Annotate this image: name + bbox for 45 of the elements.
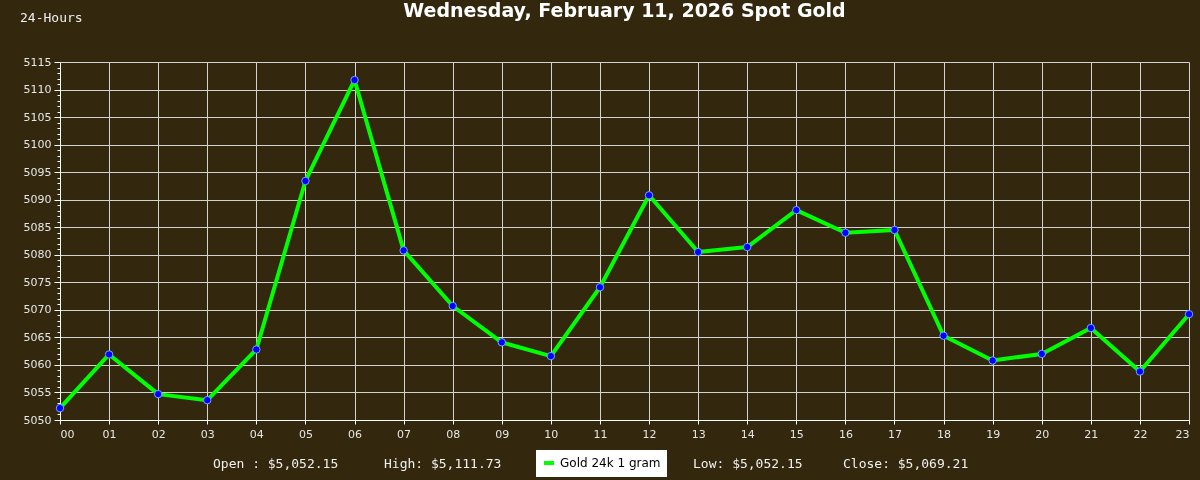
- x-tick-label: 05: [298, 427, 313, 441]
- x-tick-label: 17: [887, 427, 902, 441]
- y-tick-label: 5080: [23, 248, 52, 262]
- x-tick-label: 00: [60, 427, 75, 441]
- text: Low: $5,052.15: [693, 456, 803, 471]
- legend-label: Gold 24k 1 gram: [560, 456, 661, 470]
- x-tick-label: 06: [348, 427, 363, 441]
- x-tick-label: 22: [1133, 427, 1148, 441]
- x-tick-label: 08: [446, 427, 461, 441]
- y-tick-label: 5070: [23, 303, 52, 317]
- y-tick-label: 5055: [23, 385, 52, 399]
- x-tick-label: 19: [986, 427, 1001, 441]
- x-tick-label: 03: [200, 427, 215, 441]
- x-tick-label: 20: [1035, 427, 1050, 441]
- y-tick-label: 5065: [23, 330, 52, 344]
- x-tick-label: 04: [249, 427, 264, 441]
- x-tick-label: 07: [397, 427, 412, 441]
- y-tick-label: 5095: [23, 165, 52, 179]
- x-tick-label: 13: [691, 427, 706, 441]
- y-tick-label: 5060: [23, 358, 52, 372]
- y-tick-label: 5090: [23, 193, 52, 207]
- x-tick-label: 18: [937, 427, 952, 441]
- y-tick-label: 5050: [23, 413, 52, 427]
- x-tick-label: 09: [495, 427, 510, 441]
- x-tick-label: 11: [593, 427, 608, 441]
- y-tick-label: 5110: [23, 83, 52, 97]
- x-tick-label: 12: [642, 427, 657, 441]
- x-tick-label: 10: [544, 427, 559, 441]
- y-tick-label: 5075: [23, 275, 52, 289]
- chart-title: Wednesday, February 11, 2026 Spot Gold: [403, 0, 846, 21]
- x-tick-label: 21: [1084, 427, 1099, 441]
- x-tick-label: 23: [1175, 427, 1190, 441]
- y-tick-label: 5115: [23, 55, 52, 69]
- text: 24-Hours: [20, 10, 83, 25]
- y-tick-label: 5100: [23, 138, 52, 152]
- text: Open : $5,052.15: [213, 456, 339, 471]
- text: Close: $5,069.21: [843, 456, 969, 471]
- x-tick-label: 16: [838, 427, 853, 441]
- x-tick-label: 15: [789, 427, 804, 441]
- x-tick-label: 14: [740, 427, 755, 441]
- y-tick-label: 5105: [23, 110, 52, 124]
- x-tick-label: 01: [102, 427, 117, 441]
- y-tick-label: 5085: [23, 220, 52, 234]
- x-tick-label: 02: [151, 427, 166, 441]
- text: High: $5,111.73: [384, 456, 502, 471]
